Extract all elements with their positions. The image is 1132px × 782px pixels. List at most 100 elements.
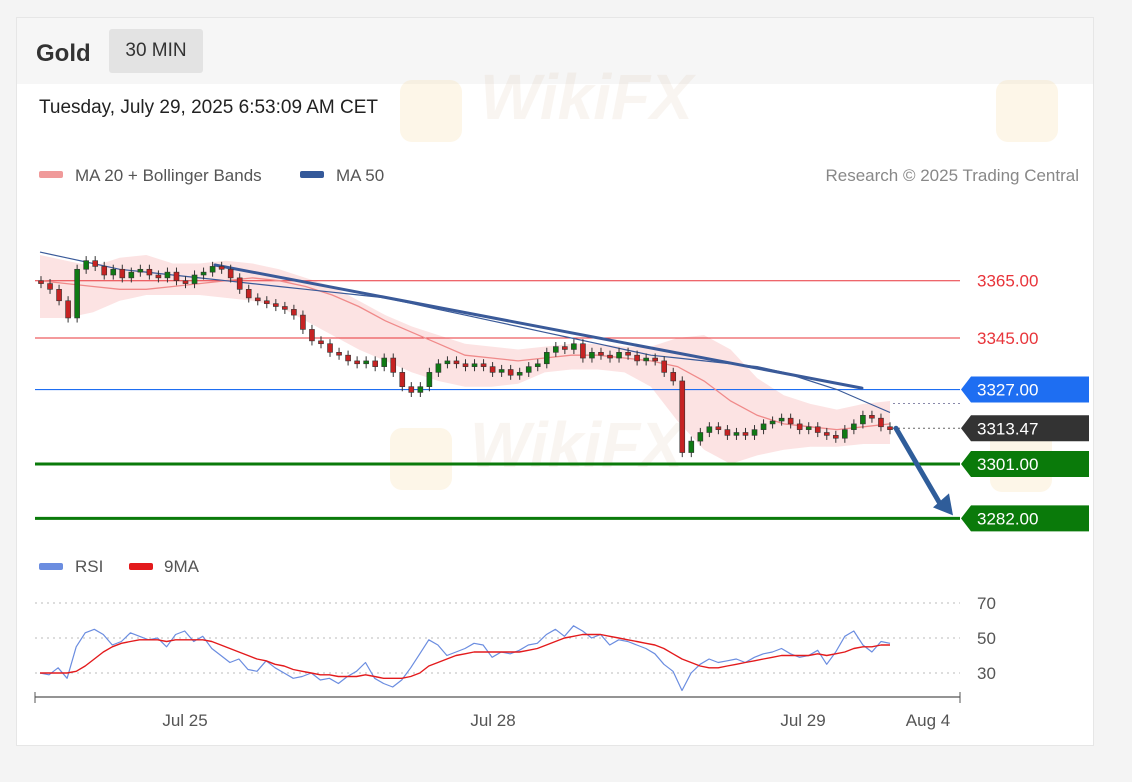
level-tag — [961, 415, 1089, 442]
candle — [56, 284, 62, 306]
ma20-line — [39, 277, 891, 431]
candle — [661, 356, 668, 377]
candle-body — [805, 426, 812, 430]
candle — [580, 339, 586, 363]
candle — [796, 419, 803, 435]
candle-body — [516, 372, 523, 376]
interval-badge[interactable]: 30 MIN — [109, 29, 203, 73]
level-tag — [961, 451, 1089, 477]
candle-body — [291, 309, 297, 316]
candle-body — [634, 354, 640, 362]
legend-label-rsi: RSI — [75, 557, 103, 576]
candle-body — [814, 426, 821, 433]
candle — [670, 367, 677, 386]
candle-body — [218, 266, 225, 270]
candle-body — [733, 432, 740, 436]
candle — [751, 425, 758, 440]
candle — [245, 284, 252, 303]
candle — [155, 270, 162, 283]
candle-body — [562, 346, 568, 350]
candle — [724, 425, 731, 440]
candle-body — [300, 314, 306, 330]
x-tick-label: Jul 28 — [470, 711, 515, 730]
candle-body — [390, 357, 397, 373]
candle — [742, 427, 749, 440]
candle-body — [643, 357, 649, 362]
legend-swatch-ma20 — [39, 171, 63, 178]
candle-body — [354, 360, 360, 365]
candle — [688, 436, 695, 458]
candle — [543, 347, 550, 369]
x-axis: Jul 25 Jul 28 Jul 29 Aug 4 — [34, 692, 961, 730]
candle — [553, 342, 559, 357]
main-legend: MA 20 + Bollinger Bands MA 50 Research ©… — [39, 166, 1079, 185]
candle — [282, 301, 288, 314]
candle — [589, 347, 595, 363]
candle-body — [489, 366, 496, 373]
candle-body — [173, 271, 180, 282]
candle — [571, 339, 577, 355]
candle-body — [254, 297, 261, 302]
candle — [498, 364, 505, 377]
candle — [679, 376, 686, 458]
candle — [471, 359, 478, 372]
candle-body — [282, 306, 288, 310]
candle-body — [742, 432, 749, 436]
candle-body — [625, 352, 631, 356]
chart-card: Gold 30 MIN Tuesday, July 29, 2025 6:53:… — [16, 17, 1094, 746]
candle — [254, 293, 261, 306]
candle — [74, 264, 80, 323]
candle-body — [146, 268, 153, 276]
candle — [417, 382, 424, 397]
rsi-chart: 70 50 30 — [35, 594, 996, 692]
candle-body — [453, 360, 460, 365]
candle-body — [363, 360, 369, 365]
candle — [426, 367, 433, 392]
candle-body — [155, 274, 162, 279]
candle-body — [417, 386, 424, 393]
rsi-tick-label: 50 — [977, 629, 996, 648]
candle-body — [327, 343, 333, 353]
candle — [300, 310, 306, 334]
candle — [435, 359, 442, 377]
candle-body — [435, 363, 442, 373]
candle-body — [787, 417, 794, 425]
candle-body — [589, 352, 595, 359]
candle-body — [74, 268, 80, 319]
candle — [83, 256, 89, 274]
price-chart: 3365.00 3345.00 3327.00 3313.47 3301.00 3282.… — [35, 251, 1089, 532]
candle — [634, 350, 640, 366]
level-tag-label: 3327.00 — [977, 381, 1038, 400]
candle — [823, 427, 830, 440]
candle-body — [580, 343, 586, 359]
candle — [372, 356, 378, 372]
candle — [309, 324, 315, 346]
candle — [733, 427, 740, 440]
candle — [562, 342, 568, 355]
candle — [381, 353, 388, 372]
legend-label-ma20: MA 20 + Bollinger Bands — [75, 166, 262, 185]
candle-body — [65, 300, 71, 319]
candle — [191, 270, 198, 289]
candle-body — [679, 380, 686, 453]
candle-body — [119, 268, 126, 279]
candle — [47, 279, 53, 294]
projection-arrow-shaft — [893, 425, 944, 508]
candle-body — [336, 352, 342, 356]
candle — [218, 261, 225, 274]
candle — [200, 267, 207, 280]
candle — [110, 264, 117, 280]
candle — [345, 350, 351, 366]
candle-body — [236, 277, 243, 290]
level-tag-label: 3313.47 — [977, 419, 1038, 438]
candle-body — [842, 429, 848, 439]
candle — [805, 422, 812, 435]
candle — [146, 264, 153, 280]
candle — [525, 362, 532, 377]
x-tick-label: Aug 4 — [906, 711, 950, 730]
candle-body — [661, 360, 668, 373]
candle-body — [83, 260, 89, 270]
candle — [842, 425, 848, 443]
candle — [534, 359, 541, 372]
level-label: 3365.00 — [977, 272, 1038, 291]
